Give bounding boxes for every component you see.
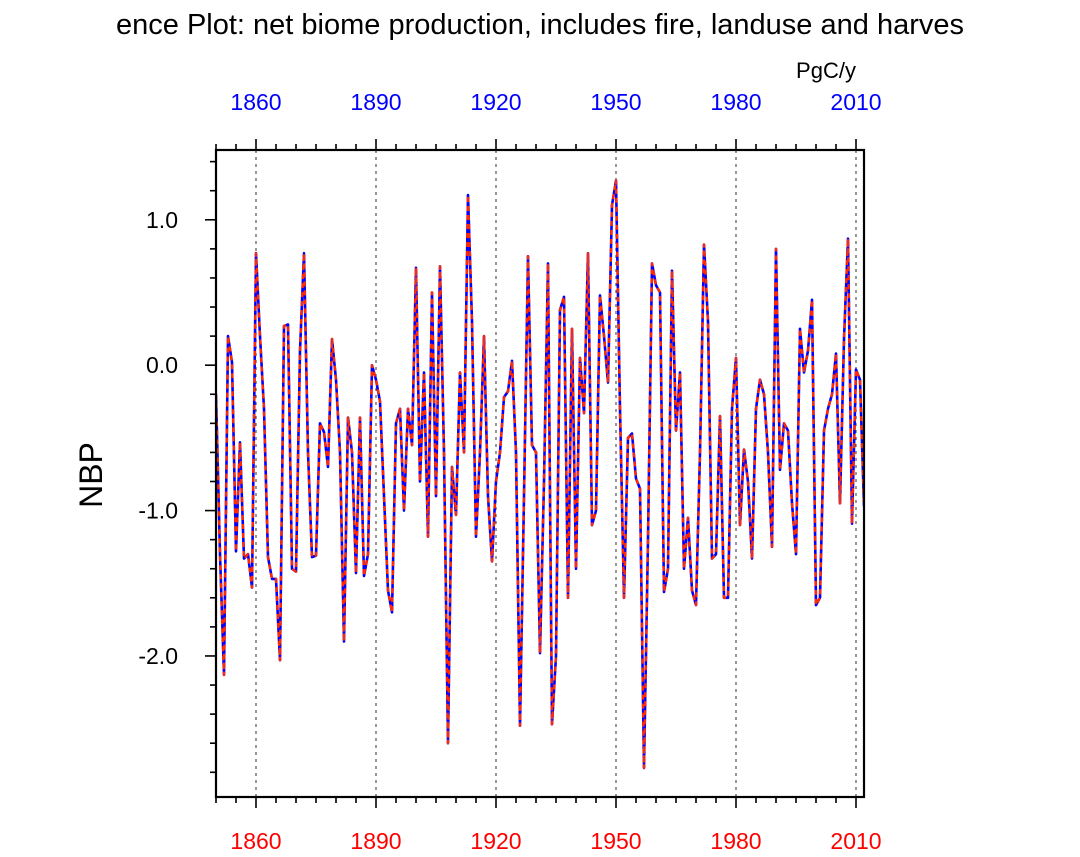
x-tick-label-top: 2010	[830, 89, 881, 115]
series-line-red-dashed	[216, 179, 864, 770]
y-tick-label: -2.0	[138, 643, 178, 669]
x-tick-label-bottom: 1920	[470, 828, 521, 854]
y-tick-label: 0.0	[146, 352, 178, 378]
plot-frame	[214, 148, 866, 799]
series-lines	[216, 179, 864, 770]
x-tick-label-bottom: 1860	[230, 828, 281, 854]
y-tick-label: 1.0	[146, 207, 178, 233]
axis-ticks	[205, 139, 857, 808]
tick-labels: 1860 1860 1890 1890 1920 1920 1950 1950 1980 1980…	[138, 89, 881, 854]
y-tick-label: -1.0	[138, 498, 178, 524]
units-label: PgC/y	[796, 58, 856, 83]
x-tick-label-top: 1950	[590, 89, 641, 115]
x-tick-label-bottom: 1980	[710, 828, 761, 854]
x-tick-label-bottom: 1950	[590, 828, 641, 854]
x-tick-label-bottom: 1890	[350, 828, 401, 854]
x-tick-label-top: 1920	[470, 89, 521, 115]
x-tick-label-bottom: 2010	[830, 828, 881, 854]
x-tick-label-top: 1890	[350, 89, 401, 115]
x-tick-label-top: 1860	[230, 89, 281, 115]
chart-title: ence Plot: net biome production, include…	[116, 9, 964, 41]
y-axis-label: NBP	[73, 442, 109, 508]
series-line-blue	[216, 179, 864, 770]
x-tick-label-top: 1980	[710, 89, 761, 115]
